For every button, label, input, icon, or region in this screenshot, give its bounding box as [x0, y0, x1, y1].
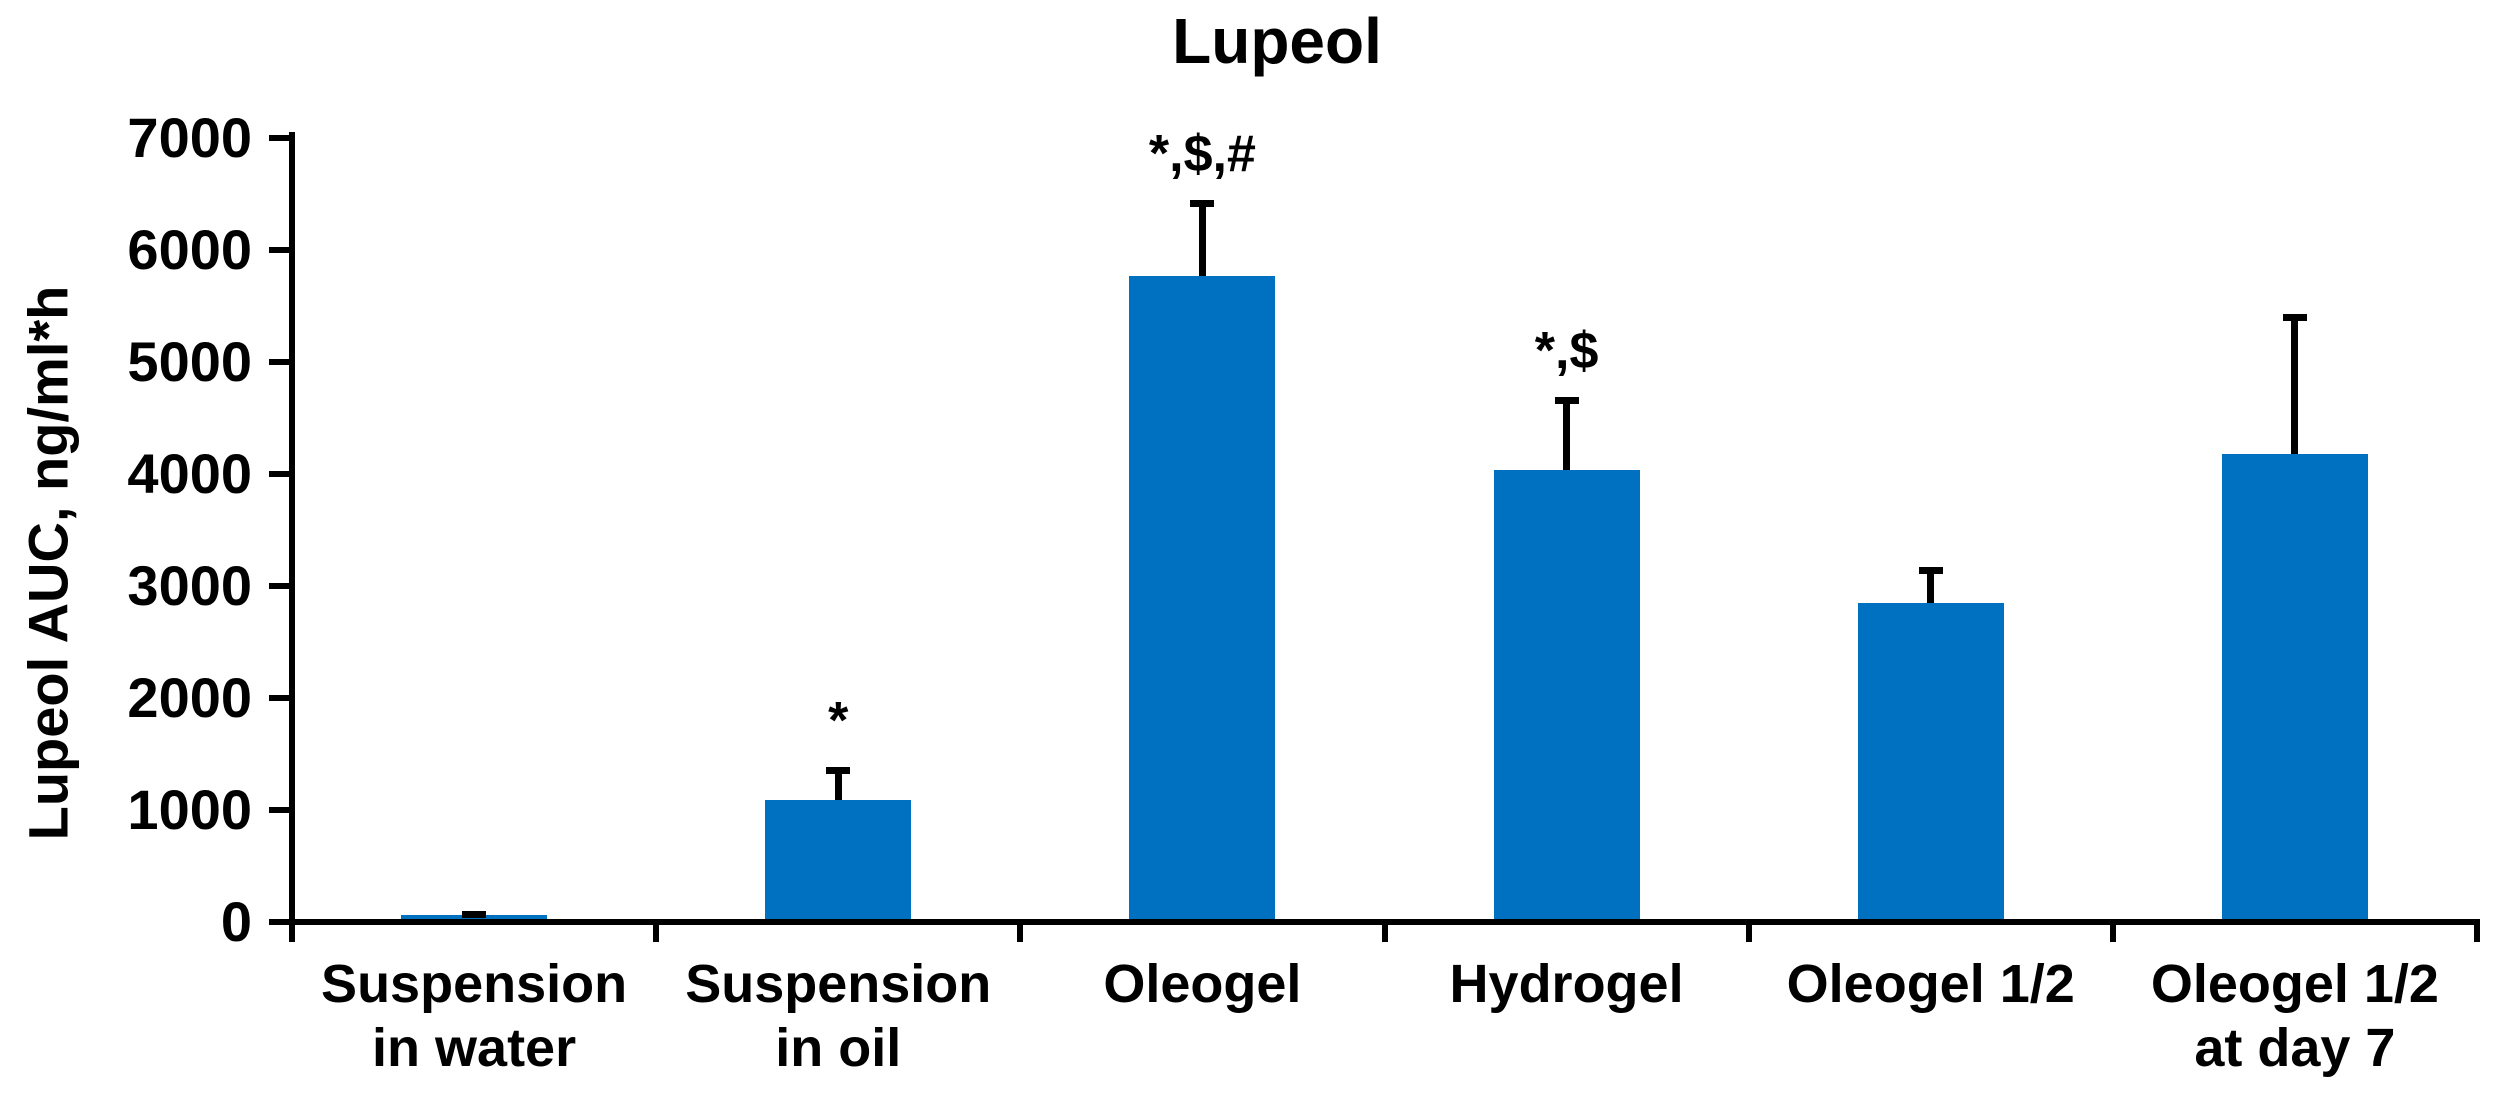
error-bar-cap [2282, 313, 2307, 321]
y-axis-tick [269, 135, 289, 141]
error-bar-cap [1190, 199, 1215, 207]
y-axis-tick [269, 919, 289, 925]
bar-3 [1129, 275, 1276, 922]
x-axis-tick [2474, 922, 2480, 942]
x-category-label: Oleogel 1/2 at day 7 [2113, 952, 2477, 1080]
significance-annotation: * [828, 692, 849, 751]
bar-5 [1857, 602, 2004, 922]
y-axis-tick-label: 1000 [127, 778, 252, 841]
y-axis-tick-label: 0 [220, 890, 252, 953]
error-bar-cap [462, 911, 487, 919]
x-category-label: Suspension in water [292, 952, 656, 1080]
x-category-label: Oleogel [1020, 952, 1384, 1016]
x-category-label-line: Oleogel 1/2 [1786, 954, 2075, 1014]
y-axis-tick-label: 6000 [127, 218, 252, 281]
x-axis-tick [1017, 922, 1024, 942]
error-bar-stem [1198, 199, 1206, 276]
bar-6 [2221, 453, 2368, 922]
x-category-label: Hydrogel [1385, 952, 1749, 1016]
x-axis-line [289, 919, 2480, 925]
y-axis-tick-label: 3000 [127, 554, 252, 617]
error-bar-stem [1927, 566, 1935, 603]
error-bar-cap [1554, 396, 1579, 404]
y-axis-tick [269, 583, 289, 589]
x-category-label-line: Oleogel [1103, 954, 1302, 1014]
y-axis-tick [269, 471, 289, 477]
y-axis-tick-label: 2000 [127, 666, 252, 729]
x-category-label-line: at day 7 [2194, 1018, 2396, 1078]
error-bar-stem [834, 767, 842, 800]
x-axis-tick [653, 922, 660, 942]
y-axis-tick-label: 5000 [127, 330, 252, 393]
significance-annotation: *,$ [1534, 321, 1599, 380]
y-axis-tick [269, 359, 289, 365]
error-bar-cap [826, 767, 851, 775]
x-category-label-line: Oleogel 1/2 [2150, 954, 2439, 1014]
y-axis-tick [269, 695, 289, 701]
x-axis-tick [1745, 922, 1752, 942]
y-axis-line [289, 132, 295, 940]
bar-4 [1493, 469, 1640, 922]
y-axis-tick [269, 807, 289, 813]
error-bar-stem [2291, 313, 2299, 454]
bar-2 [765, 799, 912, 922]
error-bar-cap [1918, 566, 1943, 574]
y-axis-tick [269, 247, 289, 253]
chart-title: Lupeol [1172, 5, 1382, 77]
x-category-label-line: Suspension [685, 954, 992, 1014]
x-category-label-line: in oil [775, 1018, 902, 1078]
x-category-label-line: Hydrogel [1449, 954, 1684, 1014]
x-category-label: Oleogel 1/2 [1749, 952, 2113, 1016]
error-bar-stem [1563, 396, 1571, 470]
y-axis-tick-label: 7000 [127, 106, 252, 169]
x-axis-tick [2109, 922, 2116, 942]
significance-annotation: *,$,# [1148, 124, 1256, 183]
x-category-label: Suspension in oil [656, 952, 1020, 1080]
x-category-label-line: in water [372, 1018, 577, 1078]
y-axis-tick-label: 4000 [127, 442, 252, 505]
x-category-label-line: Suspension [321, 954, 628, 1014]
x-axis-tick [1381, 922, 1388, 942]
